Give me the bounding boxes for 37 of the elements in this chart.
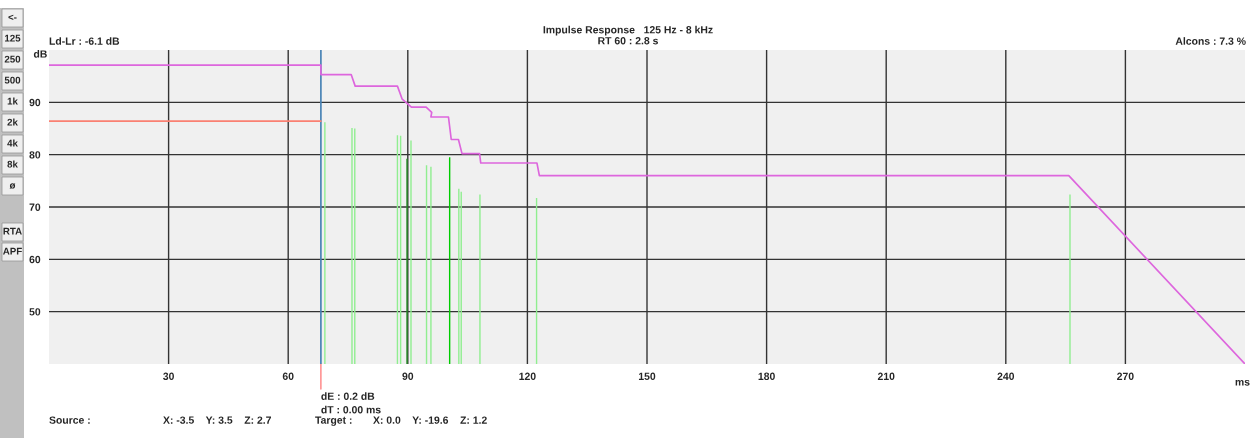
text: 8k [7, 160, 18, 168]
x-tick-label: 270 [1117, 372, 1134, 380]
text: 125 [5, 34, 21, 42]
line-series [49, 64, 1245, 364]
text: Target : [315, 416, 352, 426]
text: Ld-Lr : -6.1 dB [49, 37, 120, 45]
y-tick-label: 80 [29, 151, 41, 159]
text: 250 [4, 55, 21, 63]
y-tick-label: 60 [29, 255, 41, 264]
x-tick-label: 150 [638, 372, 656, 380]
text: X: 0.0 Y: -19.6 Z: 1.2 [373, 416, 487, 424]
chart-subtitle: RT 60 : 2.8 s [598, 37, 658, 45]
chart-title: Impulse Response 125 Hz - 8 kHz [543, 25, 713, 36]
text: 2k [7, 118, 18, 126]
text: 4k [7, 139, 18, 147]
text: X: -3.5 Y: 3.5 Z: 2.7 [163, 416, 271, 424]
text: dE : 0.2 dB dT : 0.00 ms [321, 392, 381, 414]
text: APF [3, 247, 22, 255]
text: ø [9, 183, 16, 189]
text: 1k [7, 97, 18, 105]
y-tick-label: 90 [29, 98, 41, 107]
x-tick-label: 180 [758, 372, 775, 380]
x-tick-label: 30 [163, 372, 174, 380]
x-tick-label: 120 [519, 372, 536, 380]
source-note: Source : [49, 416, 90, 424]
x-axis-title: ms [1235, 379, 1250, 386]
x-tick-label: 60 [282, 372, 294, 380]
y-axis-title: dB [33, 50, 47, 58]
x-tick-label: 90 [402, 372, 414, 380]
x-tick-label: 210 [877, 372, 895, 380]
text: RTA [3, 227, 22, 235]
text: Alcons : 7.3 % [1175, 37, 1246, 45]
x-tick-label: 240 [997, 372, 1015, 380]
y-tick-label: 50 [29, 308, 41, 316]
text: <- [8, 14, 17, 20]
y-tick-label: 70 [29, 203, 41, 211]
text: 500 [4, 76, 21, 84]
